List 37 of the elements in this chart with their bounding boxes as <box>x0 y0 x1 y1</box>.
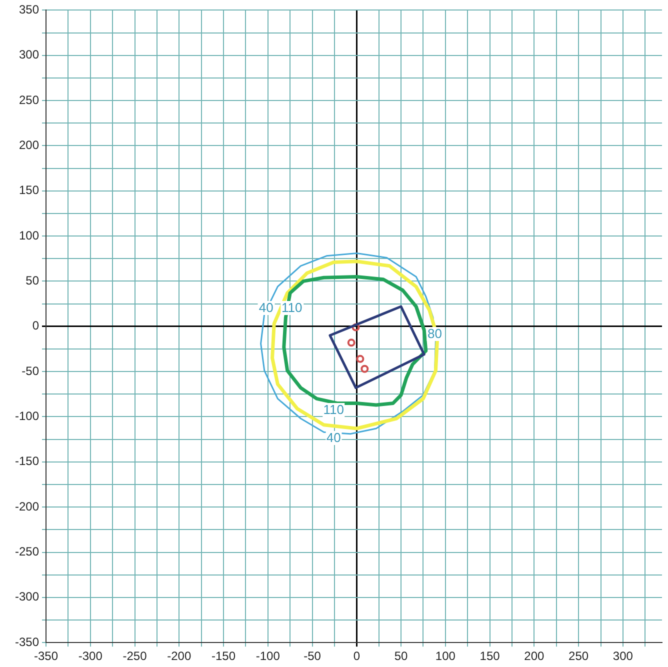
point <box>347 338 356 347</box>
annotation: 110 <box>280 300 304 316</box>
x-tick-label: 50 <box>394 649 408 664</box>
x-tick-label: 100 <box>435 649 456 664</box>
y-tick-label: 350 <box>18 2 40 17</box>
y-tick-label: 200 <box>18 138 40 152</box>
annotation: 40 <box>325 430 342 446</box>
annotation: 40 <box>258 300 274 316</box>
x-tick-label: -100 <box>256 649 280 664</box>
y-tick-label: -200 <box>14 499 40 514</box>
point <box>360 364 369 373</box>
y-tick-label: 100 <box>18 228 40 242</box>
annotation: 110 <box>322 402 345 418</box>
y-tick-label: 250 <box>18 92 40 107</box>
x-tick-label: 300 <box>612 649 634 664</box>
y-tick-label: -350 <box>14 634 40 649</box>
x-tick-label: -50 <box>304 649 322 664</box>
x-tick-label: -150 <box>212 649 236 664</box>
x-tick-label: -300 <box>78 649 103 664</box>
y-tick-label: -250 <box>14 544 40 559</box>
x-tick-label: 150 <box>480 649 500 664</box>
y-tick-label: 50 <box>26 274 40 288</box>
y-tick-label: -50 <box>22 364 40 378</box>
y-tick-label: -300 <box>14 590 40 604</box>
y-tick-label: 300 <box>18 48 40 62</box>
x-tick-label: 200 <box>524 649 545 664</box>
x-tick-label: -200 <box>167 649 192 664</box>
y-tick-label: -150 <box>14 454 40 468</box>
annotation: 80 <box>426 326 443 341</box>
point <box>352 323 360 332</box>
x-tick-label: -250 <box>122 649 148 664</box>
x-tick-label: 0 <box>353 649 360 664</box>
point <box>356 354 364 363</box>
y-tick-label: -100 <box>14 409 40 424</box>
y-tick-label: 150 <box>18 183 40 198</box>
y-tick-label: 0 <box>32 318 40 333</box>
x-tick-label: 250 <box>568 649 589 664</box>
